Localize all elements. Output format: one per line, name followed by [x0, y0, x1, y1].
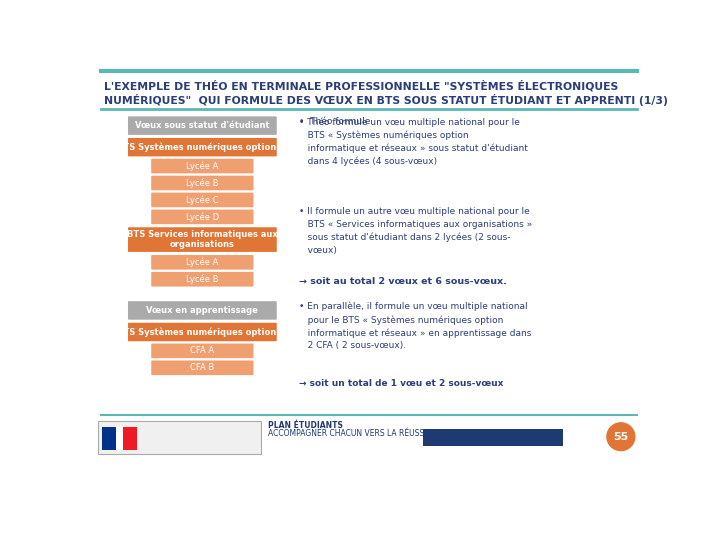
FancyBboxPatch shape [151, 361, 253, 375]
Text: BTS Systèmes numériques option IR: BTS Systèmes numériques option IR [117, 143, 288, 152]
FancyBboxPatch shape [151, 343, 253, 358]
Text: CFA A: CFA A [190, 346, 215, 355]
FancyBboxPatch shape [151, 272, 253, 287]
Text: → soit un total de 1 vœu et 2 sous-vœux: → soit un total de 1 vœu et 2 sous-vœux [300, 379, 503, 388]
Text: Lycée B: Lycée B [186, 178, 219, 188]
FancyBboxPatch shape [128, 323, 276, 341]
Circle shape [607, 423, 635, 450]
Text: • Théo formule un vœu multiple national pour le
   BTS « Systèmes numériques opt: • Théo formule un vœu multiple national … [300, 117, 528, 166]
Text: CFA B: CFA B [190, 363, 215, 372]
Text: BTS Services informatiques aux
organisations: BTS Services informatiques aux organisat… [127, 230, 278, 249]
Text: NUMÉRIQUES"  QUI FORMULE DES VŒUX EN BTS SOUS STATUT ÉTUDIANT ET APPRENTI (1/3): NUMÉRIQUES" QUI FORMULE DES VŒUX EN BTS … [104, 94, 668, 106]
FancyBboxPatch shape [151, 210, 253, 224]
Text: Lycée B: Lycée B [186, 274, 219, 284]
Text: BTS Systèmes numériques option IR: BTS Systèmes numériques option IR [117, 327, 288, 337]
FancyBboxPatch shape [128, 301, 276, 320]
FancyBboxPatch shape [123, 427, 138, 450]
Text: L'EXEMPLE DE THÉO EN TERMINALE PROFESSIONNELLE "SYSTÈMES ÉLECTRONIQUES: L'EXEMPLE DE THÉO EN TERMINALE PROFESSIO… [104, 80, 618, 92]
Text: • En parallèle, il formule un vœu multiple national
   pour le BTS « Systèmes nu: • En parallèle, il formule un vœu multip… [300, 302, 531, 350]
Text: Lycée A: Lycée A [186, 161, 219, 171]
Text: Lycée D: Lycée D [186, 212, 219, 221]
Text: Lycée C: Lycée C [186, 195, 219, 205]
FancyBboxPatch shape [151, 176, 253, 190]
FancyBboxPatch shape [151, 255, 253, 269]
Text: Vœux sous statut d'étudiant: Vœux sous statut d'étudiant [135, 121, 270, 130]
FancyBboxPatch shape [423, 429, 563, 446]
FancyBboxPatch shape [151, 193, 253, 207]
FancyBboxPatch shape [151, 159, 253, 173]
Text: ACCOMPAGNER CHACUN VERS LA RÉUSSITE: ACCOMPAGNER CHACUN VERS LA RÉUSSITE [269, 429, 436, 438]
Text: Lycée A: Lycée A [186, 258, 219, 267]
FancyBboxPatch shape [128, 117, 276, 135]
FancyBboxPatch shape [98, 421, 261, 454]
FancyBboxPatch shape [102, 427, 116, 450]
Text: Vœux en apprentissage: Vœux en apprentissage [146, 306, 258, 315]
Text: • Il formule un autre vœu multiple national pour le
   BTS « Services informatiq: • Il formule un autre vœu multiple natio… [300, 207, 533, 254]
FancyBboxPatch shape [128, 138, 276, 157]
FancyBboxPatch shape [116, 427, 123, 450]
Text: PLAN ÉTUDIANTS: PLAN ÉTUDIANTS [269, 421, 343, 430]
Text: → soit au total 2 vœux et 6 sous-vœux.: → soit au total 2 vœux et 6 sous-vœux. [300, 276, 507, 286]
Text: 55: 55 [613, 431, 629, 442]
FancyBboxPatch shape [128, 227, 276, 252]
Text: •  Théo formule: • Théo formule [300, 117, 374, 126]
